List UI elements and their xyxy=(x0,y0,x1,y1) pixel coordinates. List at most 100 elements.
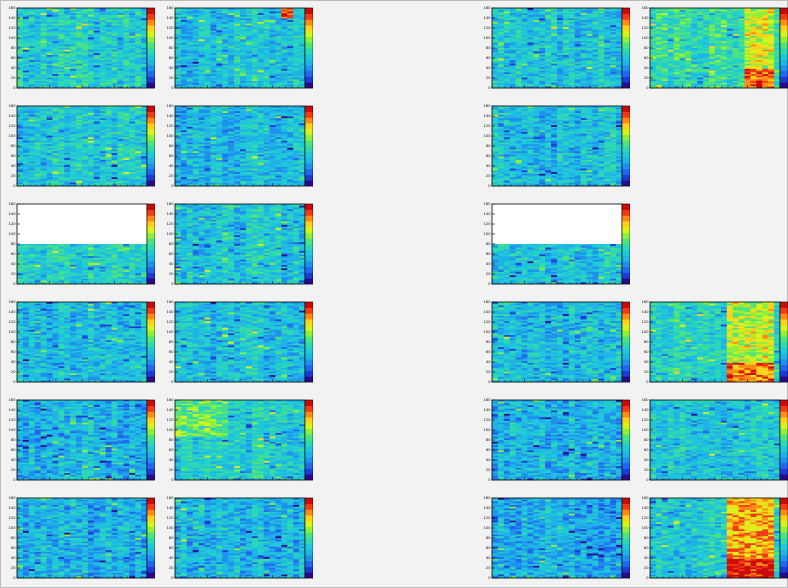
heatmap-cell xyxy=(709,35,716,38)
heatmap-cell xyxy=(93,182,101,185)
heatmap-cell xyxy=(598,56,605,59)
heatmap-cell xyxy=(111,68,118,72)
heatmap-cell xyxy=(679,61,686,65)
heatmap-cell xyxy=(515,37,522,40)
heatmap-cell xyxy=(52,142,59,145)
heatmap-cell xyxy=(557,75,564,78)
heatmap-cell xyxy=(64,179,71,182)
heatmap-cell xyxy=(299,37,306,40)
heatmap-cell xyxy=(545,75,552,78)
heatmap-cell xyxy=(17,63,24,66)
heatmap-cell xyxy=(604,82,611,85)
heatmap-cell xyxy=(557,42,564,45)
heatmap-cell xyxy=(497,58,505,61)
heatmap-cell xyxy=(64,132,71,135)
heatmap-cell xyxy=(251,39,259,42)
heatmap-cell xyxy=(22,18,30,21)
heatmap-cell xyxy=(76,28,83,32)
heatmap-cell xyxy=(269,25,276,28)
heatmap-cell xyxy=(673,35,680,38)
heatmap-cell xyxy=(192,11,200,14)
heatmap-cell xyxy=(204,67,211,70)
heatmap-cell xyxy=(17,13,24,16)
heatmap-cell xyxy=(497,18,505,21)
heatmap-cell xyxy=(204,21,211,25)
heatmap-cell xyxy=(715,77,722,80)
heatmap-cell xyxy=(667,20,675,23)
heatmap-cell xyxy=(141,9,148,12)
heatmap-cell xyxy=(117,58,124,61)
heatmap-cell xyxy=(129,53,136,56)
heatmap-cell xyxy=(17,146,24,149)
heatmap-cell xyxy=(117,56,124,59)
heatmap-cell xyxy=(492,16,499,19)
heatmap-cell xyxy=(46,14,53,18)
colorbar-segment xyxy=(780,76,788,83)
heatmap-cell xyxy=(82,154,89,157)
heatmap-cell xyxy=(269,39,276,42)
heatmap-cell xyxy=(527,68,534,72)
heatmap-cell xyxy=(93,20,101,23)
heatmap-cell xyxy=(557,46,564,49)
heatmap-cell xyxy=(186,11,194,14)
heatmap-cell xyxy=(123,9,130,12)
heatmap-cell xyxy=(52,32,59,35)
heatmap-cell xyxy=(46,173,53,176)
heatmap-cell xyxy=(46,139,53,142)
heatmap-cell xyxy=(175,9,182,12)
heatmap-cell xyxy=(533,49,540,52)
heatmap-cell xyxy=(527,8,534,11)
heatmap-cell xyxy=(40,152,47,156)
heatmap-cell xyxy=(720,21,728,25)
heatmap-cell xyxy=(562,51,570,54)
heatmap-cell xyxy=(198,58,205,61)
heatmap-cell xyxy=(87,11,95,14)
heatmap-cell xyxy=(141,67,148,70)
heatmap-cell xyxy=(580,82,587,85)
heatmap-cell xyxy=(58,168,65,171)
heatmap-cell xyxy=(22,65,30,68)
heatmap-cell xyxy=(503,53,511,56)
heatmap-cell xyxy=(111,11,118,14)
heatmap-cell xyxy=(580,49,587,52)
heatmap-cell xyxy=(762,48,769,51)
heatmap-cell xyxy=(76,111,83,114)
heatmap-cell xyxy=(539,44,546,47)
heatmap-cell xyxy=(768,77,775,80)
heatmap-cell xyxy=(70,182,77,185)
heatmap-cell xyxy=(275,16,282,19)
heatmap-cell xyxy=(774,77,781,80)
heatmap-cell xyxy=(275,11,282,14)
heatmap-cell xyxy=(509,44,517,47)
heatmap-cell xyxy=(180,27,188,30)
heatmap-cell xyxy=(703,20,710,23)
heatmap-cell xyxy=(186,86,194,89)
heatmap-cell xyxy=(263,21,270,25)
heatmap-cell xyxy=(521,53,528,56)
heatmap-cell xyxy=(293,67,300,70)
heatmap-cell xyxy=(251,21,259,25)
heatmap-cell xyxy=(87,154,95,157)
heatmap-cell xyxy=(34,51,42,54)
heatmap-cell xyxy=(503,82,511,85)
heatmap-cell xyxy=(275,30,282,33)
heatmap-cell xyxy=(17,81,24,84)
heatmap-cell xyxy=(703,35,710,38)
heatmap-cell xyxy=(655,65,663,68)
heatmap-cell xyxy=(263,8,270,11)
heatmap-cell xyxy=(175,53,182,56)
heatmap-cell xyxy=(604,74,611,77)
heatmap-cell xyxy=(691,81,698,84)
heatmap-cell xyxy=(93,173,101,176)
heatmap-cell xyxy=(99,53,107,56)
heatmap-cell xyxy=(52,118,59,121)
heatmap-cell xyxy=(192,42,200,45)
heatmap-cell xyxy=(87,68,95,72)
heatmap-cell xyxy=(691,25,698,28)
heatmap-cell xyxy=(580,81,587,84)
heatmap-cell xyxy=(117,37,124,40)
heatmap-cell xyxy=(574,77,582,80)
heatmap-cell xyxy=(76,175,83,178)
heatmap-cell xyxy=(287,60,294,63)
heatmap-cell xyxy=(46,161,53,164)
